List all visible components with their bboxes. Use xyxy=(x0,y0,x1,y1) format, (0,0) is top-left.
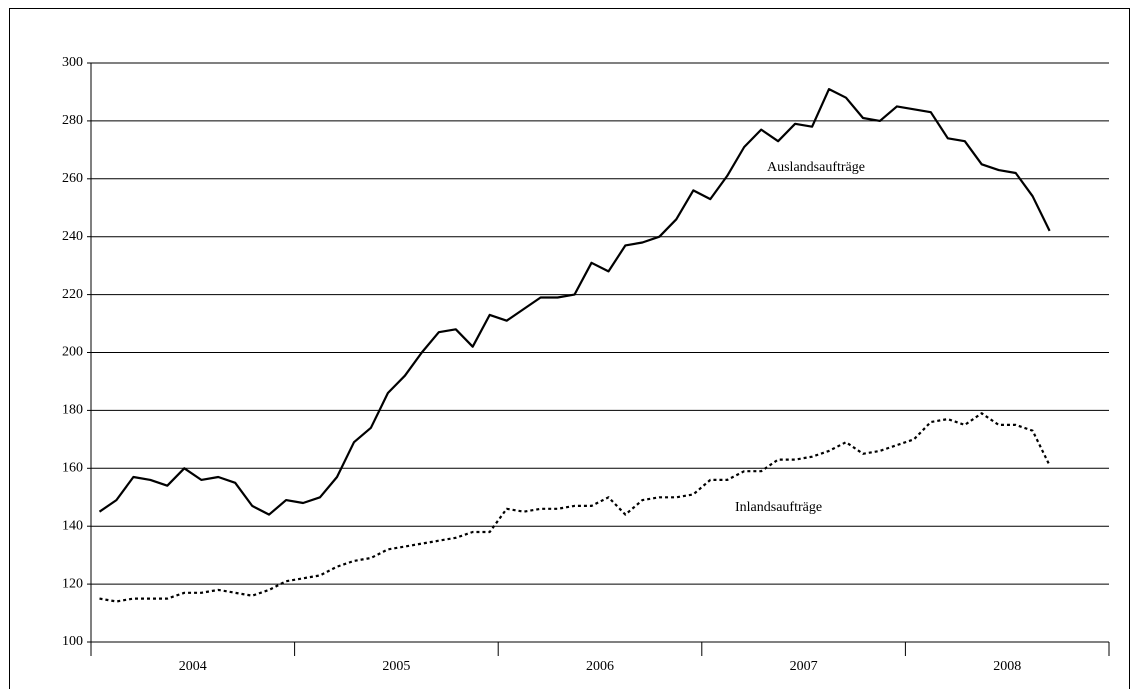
y-tick-label: 100 xyxy=(62,634,83,649)
series-line xyxy=(99,412,1051,603)
y-tick-label: 120 xyxy=(62,576,83,591)
y-tick-label: 280 xyxy=(62,113,83,128)
series-label: Inlandsaufträge xyxy=(735,500,822,515)
x-group-label: 2005 xyxy=(382,659,410,674)
y-tick-label: 240 xyxy=(62,229,83,244)
x-group-label: 2004 xyxy=(179,659,207,674)
x-group-label: 2007 xyxy=(790,659,818,674)
x-group-label: 2008 xyxy=(993,659,1021,674)
y-tick-label: 140 xyxy=(62,518,83,533)
y-tick-label: 220 xyxy=(62,287,83,302)
x-group-label: 2006 xyxy=(586,659,614,674)
y-tick-label: 180 xyxy=(62,403,83,418)
y-tick-label: 160 xyxy=(62,461,83,476)
y-tick-label: 300 xyxy=(62,55,83,70)
series-line xyxy=(98,88,1051,516)
series-label: Auslandsaufträge xyxy=(767,160,865,175)
y-tick-label: 260 xyxy=(62,171,83,186)
y-tick-label: 200 xyxy=(62,345,83,360)
frame xyxy=(9,8,1130,689)
